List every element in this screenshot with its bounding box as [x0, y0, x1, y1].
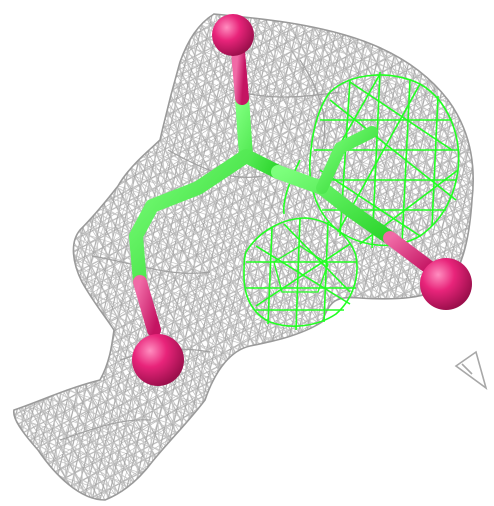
oxygen-atom-right[interactable] [420, 258, 472, 310]
oxygen-atom-top[interactable] [212, 14, 254, 56]
stray-mesh-fragment [454, 350, 488, 391]
oxygen-atom-lower-left[interactable] [132, 334, 184, 386]
oxygen-atom-spheres [132, 14, 472, 386]
ligand-stick-model [129, 45, 437, 337]
